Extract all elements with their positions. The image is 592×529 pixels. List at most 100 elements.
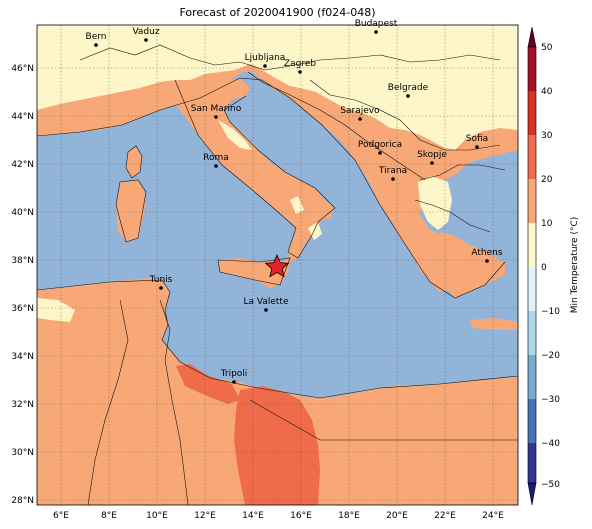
- lat-tick-label: 46°N: [11, 64, 34, 74]
- colorbar-bottom-arrow: [527, 482, 537, 506]
- colorbar: 50 40 30 20 10 0 −10 −20 −30 −40 −50 Min…: [527, 26, 580, 506]
- land-greece: [440, 232, 500, 294]
- map-gridlines: [37, 25, 518, 505]
- city-label: Belgrade: [388, 83, 429, 93]
- city-dot: [214, 115, 218, 119]
- lon-tick-label: 16°E: [290, 511, 312, 521]
- land-italy-mild: [218, 120, 252, 150]
- colorbar-tick-label: 20: [541, 175, 553, 185]
- lat-tick-label: 34°N: [11, 352, 34, 362]
- city-dot: [144, 38, 148, 42]
- lat-tick-label: 32°N: [11, 400, 34, 410]
- colorbar-tick-label: −30: [541, 395, 560, 405]
- lon-tick-label: 18°E: [338, 511, 360, 521]
- colorbar-tick-label: 40: [541, 87, 553, 97]
- map-frame: [36, 24, 519, 506]
- colorbar-label: Min Temperature (°C): [570, 217, 580, 314]
- city-label: Skopje: [417, 150, 447, 160]
- star-icon[interactable]: [264, 253, 290, 278]
- colorbar-band: [528, 355, 536, 399]
- city-dot: [94, 43, 98, 47]
- city-dot: [374, 30, 378, 34]
- colorbar-band: [528, 399, 536, 443]
- city-label: Budapest: [355, 19, 398, 29]
- city-label: Ljubljana: [245, 53, 286, 63]
- map-title: Forecast of 2020041900 (f024-048): [179, 6, 376, 19]
- land-italy-mild-south: [308, 222, 322, 240]
- colorbar-band: [528, 267, 536, 311]
- lat-tick-label: 30°N: [11, 448, 34, 458]
- land-italy-mild-heel: [290, 196, 304, 214]
- land-crete: [470, 318, 518, 330]
- city-label: San Marino: [191, 104, 242, 114]
- colorbar-tick-label: −20: [541, 351, 560, 361]
- city-label: Tripoli: [220, 369, 248, 379]
- lon-tick-label: 22°E: [434, 511, 456, 521]
- city-dot: [263, 64, 267, 68]
- city-label: Sofia: [466, 134, 488, 144]
- land-italy: [170, 78, 335, 262]
- land-africa-mild: [37, 298, 75, 322]
- colorbar-tick-label: −10: [541, 307, 560, 317]
- city-dot: [406, 94, 410, 98]
- colorbar-frame: [527, 46, 537, 484]
- city-dot: [264, 308, 268, 312]
- city-label: Tunis: [149, 275, 173, 285]
- colorbar-band: [528, 91, 536, 135]
- colorbar-band: [528, 135, 536, 179]
- lon-tick-label: 6°E: [53, 511, 69, 521]
- lat-tick-label: 44°N: [11, 112, 34, 122]
- land-balkan-mild: [418, 176, 452, 230]
- lon-tick-label: 10°E: [146, 511, 168, 521]
- colorbar-tick-label: 30: [541, 131, 553, 141]
- city-dot: [298, 70, 302, 74]
- city-label: La Valette: [244, 297, 289, 307]
- city-dot: [159, 286, 163, 290]
- lat-ticks: 46°N 44°N 42°N 40°N 38°N 36°N 34°N 32°N …: [11, 64, 34, 506]
- lon-tick-label: 24°E: [482, 511, 504, 521]
- colorbar-tick-label: 0: [541, 263, 547, 273]
- lat-tick-label: 42°N: [11, 160, 34, 170]
- city-label: Tirana: [378, 166, 407, 176]
- map-borders: [37, 44, 518, 505]
- lat-tick-label: 36°N: [11, 304, 34, 314]
- colorbar-band: [528, 47, 536, 91]
- lat-tick-label: 40°N: [11, 208, 34, 218]
- lon-tick-label: 8°E: [101, 511, 117, 521]
- colorbar-top-arrow: [527, 26, 537, 48]
- city-label: Roma: [203, 153, 229, 163]
- city-dot: [485, 259, 489, 263]
- city-label: Athens: [471, 248, 502, 258]
- lat-tick-label: 38°N: [11, 256, 34, 266]
- colorbar-tick-label: −40: [541, 439, 560, 449]
- colorbar-band: [528, 443, 536, 483]
- colorbar-tick-label: 50: [541, 43, 553, 53]
- city-label: Zagreb: [284, 59, 316, 69]
- city-dot: [430, 161, 434, 165]
- city-label: Bern: [86, 32, 107, 42]
- lon-tick-label: 20°E: [386, 511, 408, 521]
- city-label: Vaduz: [132, 27, 159, 37]
- city-label: Sarajevo: [340, 106, 380, 116]
- colorbar-tick-label: 10: [541, 219, 553, 229]
- lon-ticks: 6°E 8°E 10°E 12°E 14°E 16°E 18°E 20°E 22…: [53, 511, 504, 521]
- land-libya-hot: [176, 364, 240, 404]
- land-africa-hot: [234, 386, 320, 505]
- lat-tick-label: 28°N: [11, 496, 34, 506]
- colorbar-tick-label: −50: [541, 480, 560, 490]
- city-label: Podgorica: [358, 140, 402, 150]
- city-dot: [214, 164, 218, 168]
- colorbar-band: [528, 223, 536, 267]
- land-sardinia: [116, 180, 146, 242]
- city-dot: [391, 177, 395, 181]
- land-corsica: [126, 146, 142, 178]
- colorbar-band: [528, 179, 536, 223]
- city-dot: [232, 380, 236, 384]
- city-dot: [378, 151, 382, 155]
- lon-tick-label: 12°E: [194, 511, 216, 521]
- land-africa-warm: [37, 278, 518, 505]
- colorbar-band: [528, 311, 536, 355]
- city-markers: Bern Vaduz Budapest Ljubljana Zagreb Bel…: [86, 19, 503, 384]
- city-dot: [475, 145, 479, 149]
